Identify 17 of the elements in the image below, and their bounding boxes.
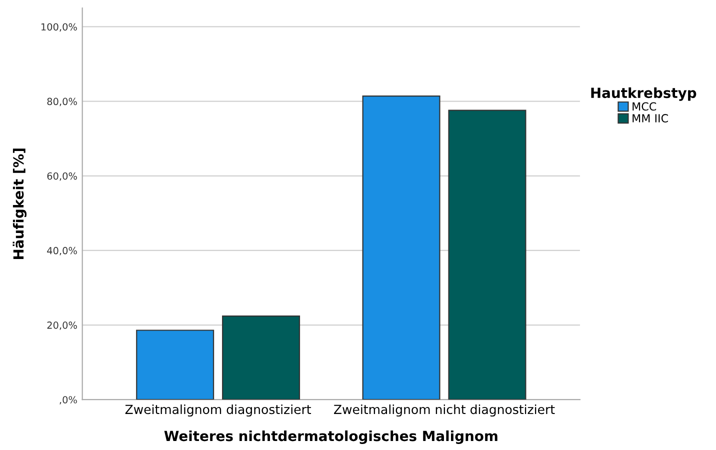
- y-tick-label: 100,0%: [41, 23, 77, 32]
- bar: [222, 316, 300, 400]
- y-tick-label: 20,0%: [47, 322, 77, 330]
- y-tick-label: 80,0%: [47, 98, 77, 106]
- legend-label: MM IIC: [632, 114, 668, 122]
- x-tick-label: Zweitmalignom diagnostiziert: [125, 404, 312, 417]
- legend-label: MCC: [632, 102, 656, 111]
- y-tick-label: 60,0%: [47, 172, 77, 181]
- bar: [448, 110, 526, 400]
- x-axis-title: Weiteres nichtdermatologisches Malignom: [164, 430, 498, 444]
- legend-title: Hautkrebstyp: [591, 87, 696, 101]
- y-axis-title: Häufigkeit [%]: [12, 148, 27, 259]
- bar: [136, 330, 214, 400]
- x-tick-label: Zweitmalignom nicht diagnostiziert: [334, 404, 555, 417]
- y-tick-label: ,0%: [60, 396, 77, 404]
- bar: [362, 96, 440, 400]
- y-tick-label: 40,0%: [47, 246, 77, 256]
